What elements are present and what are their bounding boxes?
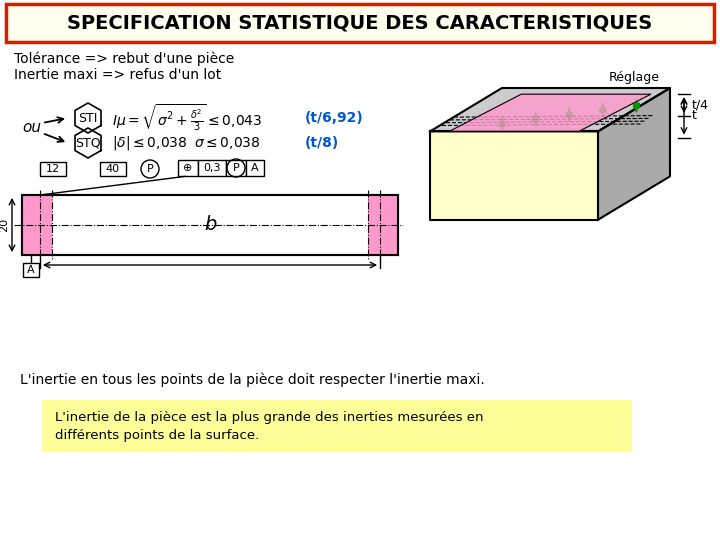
Text: L'inertie de la pièce est la plus grande des inerties mesurées en: L'inertie de la pièce est la plus grande… xyxy=(55,411,484,424)
Text: Tolérance => rebut d'une pièce: Tolérance => rebut d'une pièce xyxy=(14,52,234,66)
Bar xyxy=(226,160,246,176)
Bar xyxy=(246,160,264,176)
Text: P: P xyxy=(147,164,153,174)
Text: STQ: STQ xyxy=(75,137,101,150)
Text: (t/8): (t/8) xyxy=(305,136,339,150)
Polygon shape xyxy=(449,94,651,131)
Bar xyxy=(22,195,398,255)
Bar xyxy=(100,162,126,176)
Text: t: t xyxy=(692,110,697,123)
Text: $|\delta| \leq 0{,}038\;\;\sigma \leq 0{,}038$: $|\delta| \leq 0{,}038\;\;\sigma \leq 0{… xyxy=(112,134,261,152)
Text: 20: 20 xyxy=(0,218,9,232)
Polygon shape xyxy=(75,103,101,133)
Polygon shape xyxy=(430,131,598,220)
Bar xyxy=(23,263,39,277)
Bar xyxy=(368,195,380,255)
Text: 0,3: 0,3 xyxy=(203,163,221,173)
Text: SPECIFICATION STATISTIQUE DES CARACTERISTIQUES: SPECIFICATION STATISTIQUE DES CARACTERIS… xyxy=(68,14,652,32)
Text: Inertie maxi => refus d'un lot: Inertie maxi => refus d'un lot xyxy=(14,68,221,82)
Polygon shape xyxy=(75,128,101,158)
Bar xyxy=(40,195,52,255)
Text: b: b xyxy=(204,215,216,234)
Text: ⊕: ⊕ xyxy=(184,163,193,173)
Text: STI: STI xyxy=(78,111,98,125)
Bar xyxy=(40,162,66,176)
Bar xyxy=(6,4,714,42)
Text: 12: 12 xyxy=(46,164,60,174)
Text: t/4: t/4 xyxy=(692,98,709,112)
Bar xyxy=(42,400,632,452)
Bar xyxy=(380,195,398,255)
Bar xyxy=(178,160,198,176)
Text: L'inertie en tous les points de la pièce doit respecter l'inertie maxi.: L'inertie en tous les points de la pièce… xyxy=(20,373,485,387)
Bar xyxy=(198,160,226,176)
Text: ou: ou xyxy=(22,120,41,136)
Bar xyxy=(22,195,398,255)
Text: Réglage: Réglage xyxy=(608,71,660,84)
Text: A: A xyxy=(251,163,258,173)
Text: A: A xyxy=(27,265,35,275)
Text: P: P xyxy=(233,163,239,173)
Text: $I\mu = \sqrt{\sigma^2 + \frac{\delta^2}{3}} \leq 0{,}043$: $I\mu = \sqrt{\sigma^2 + \frac{\delta^2}… xyxy=(112,103,262,133)
Polygon shape xyxy=(430,88,670,131)
Polygon shape xyxy=(598,88,670,220)
Text: 40: 40 xyxy=(106,164,120,174)
Text: (t/6,92): (t/6,92) xyxy=(305,111,364,125)
Text: différents points de la surface.: différents points de la surface. xyxy=(55,429,259,442)
Bar xyxy=(22,195,40,255)
